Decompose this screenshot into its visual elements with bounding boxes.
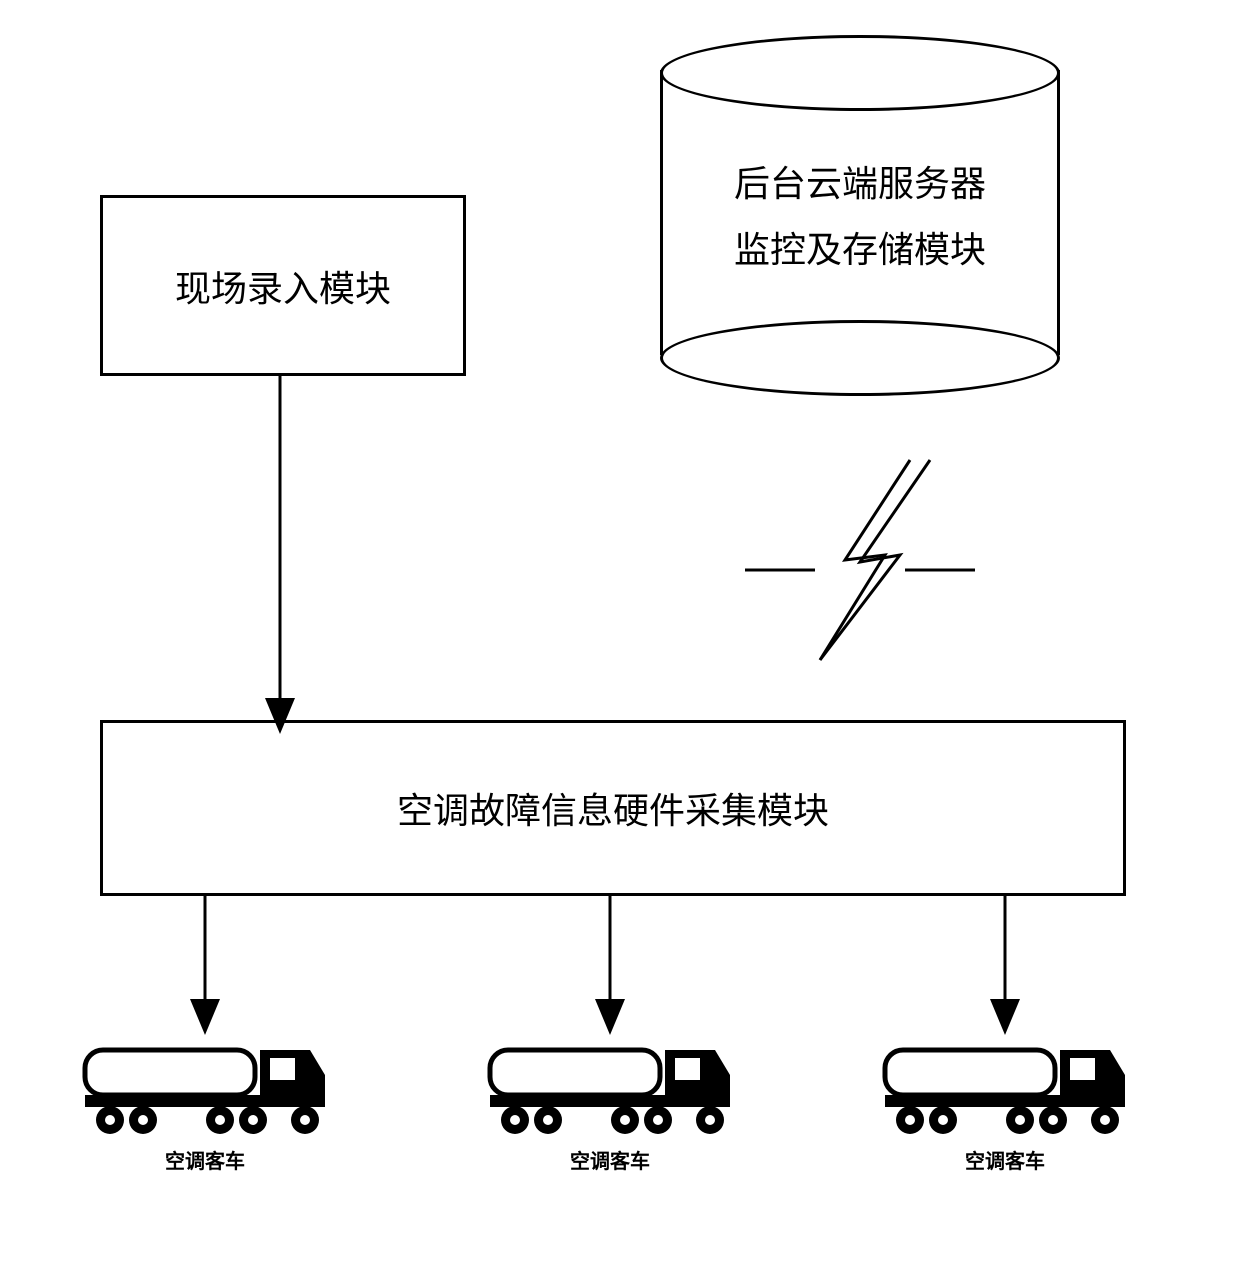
node-truck-2 [480,1020,740,1140]
cloud-server-label-line1: 后台云端服务器 [660,155,1060,207]
truck-3-label: 空调客车 [920,1145,1090,1174]
node-input-module-label: 现场录入模块 [175,260,391,312]
node-truck-1 [75,1020,335,1140]
cloud-server-label-line2: 监控及存储模块 [660,221,1060,273]
node-collection-module-label: 空调故障信息硬件采集模块 [397,782,829,834]
node-input-module: 现场录入模块 [100,195,466,376]
wireless-icon [745,460,975,665]
diagram-canvas: 现场录入模块 后台云端服务器 监控及存储模块 空调故障信息硬件采集模块 空调客车 [0,0,1240,1275]
truck-1-label: 空调客车 [120,1145,290,1174]
truck-2-label: 空调客车 [525,1145,695,1174]
node-truck-3 [875,1020,1135,1140]
node-collection-module: 空调故障信息硬件采集模块 [100,720,1126,896]
node-cloud-server: 后台云端服务器 监控及存储模块 [660,35,1060,390]
